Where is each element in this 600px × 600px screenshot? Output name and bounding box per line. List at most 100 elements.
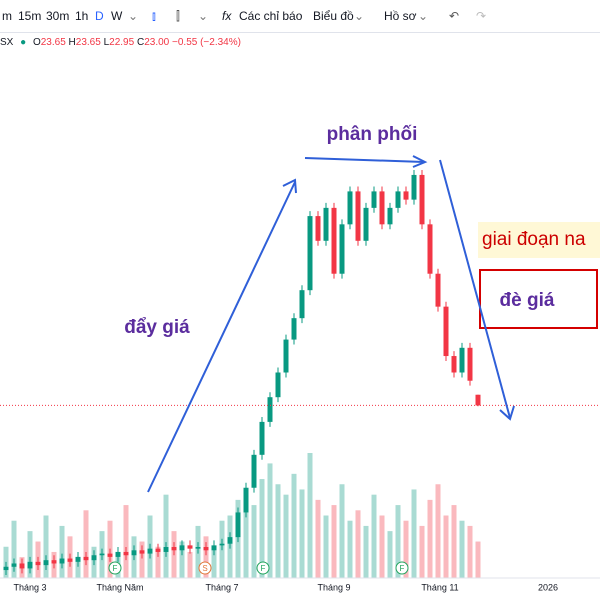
candle-body	[99, 553, 105, 556]
volume-bar	[155, 546, 161, 578]
x-tick-label: Tháng Năm	[96, 582, 143, 592]
high-label: H	[68, 37, 76, 48]
interval[interactable]: 30m	[46, 9, 70, 23]
volume-bar	[283, 494, 289, 578]
volume-bar	[139, 541, 145, 578]
candle-body	[147, 548, 153, 554]
volume-bar	[275, 484, 281, 578]
volume-bar	[307, 453, 313, 578]
interval[interactable]: 1h	[75, 9, 89, 23]
candle-body	[83, 556, 89, 561]
annotation: phân phối	[327, 124, 418, 145]
low-label: L	[103, 37, 110, 48]
candle-body	[179, 545, 185, 551]
volume-bar	[435, 484, 441, 578]
event-marker-label: S	[202, 564, 207, 573]
event-marker	[395, 561, 409, 575]
candle-body	[395, 191, 401, 208]
status-dot: ●	[20, 37, 27, 48]
candle-body	[227, 537, 233, 544]
dropdown-icon[interactable]: ⌄	[354, 9, 365, 23]
candle-body	[331, 207, 337, 274]
candle-body	[243, 487, 249, 513]
indicators-button[interactable]: Các chỉ báo	[239, 9, 303, 23]
undo-icon[interactable]: ↶	[449, 9, 460, 23]
arrow-head	[412, 155, 428, 168]
interval[interactable]: W	[111, 9, 123, 23]
candle-body	[387, 207, 393, 225]
candle-body	[211, 545, 217, 551]
interval[interactable]: 15m	[18, 9, 42, 23]
ohlc-legend: SX ● O23.65 H23.65 L22.95 C23.00 −0.55 (…	[0, 37, 241, 48]
candle-body	[467, 347, 473, 381]
candle-body	[51, 560, 57, 564]
chart-menu[interactable]: Biểu đồ	[313, 9, 354, 23]
x-tick-label: Tháng 7	[205, 582, 238, 592]
volume-bar	[363, 525, 369, 578]
volume-bar	[27, 531, 33, 578]
candle-body	[259, 421, 265, 455]
candle-body	[267, 397, 273, 422]
profile-menu[interactable]: Hồ sơ	[384, 9, 417, 23]
candle-body	[251, 454, 257, 488]
candle-body	[459, 347, 465, 373]
volume-bar	[291, 473, 297, 578]
close-value: 23.00	[144, 37, 170, 48]
volume-bar	[243, 489, 249, 578]
redo-icon[interactable]: ↷	[476, 9, 487, 23]
candle-body	[155, 548, 161, 552]
annotation: đẩy giá	[124, 317, 190, 338]
dropdown-icon[interactable]: ⌄	[198, 9, 209, 23]
volume-bar	[387, 531, 393, 578]
open-value: 23.65	[40, 37, 66, 48]
fx-icon[interactable]: fx	[222, 9, 232, 23]
volume-bar	[187, 551, 193, 578]
candle-body	[187, 545, 193, 549]
candle-body	[123, 551, 129, 556]
volume-bar	[371, 494, 377, 578]
annotation: giai đoạn na	[482, 229, 586, 250]
dropdown-icon[interactable]: ⌄	[128, 9, 139, 23]
volume-bar	[355, 510, 361, 578]
close-label: C	[136, 37, 145, 48]
volume-bar	[339, 484, 345, 578]
candle-body	[19, 563, 25, 569]
candle-body	[315, 216, 321, 241]
volume-bar	[459, 520, 465, 578]
volume-bar	[83, 510, 89, 578]
volume-bar	[299, 489, 305, 578]
candle-body	[139, 550, 145, 554]
candle-body	[27, 561, 33, 569]
interval[interactable]: m	[2, 9, 12, 23]
candle-body	[219, 543, 225, 546]
x-tick-label: Tháng 3	[13, 582, 46, 592]
open-label: O	[32, 37, 41, 48]
event-marker	[198, 561, 212, 575]
candle-body	[75, 556, 81, 562]
volume-bar	[395, 505, 401, 578]
volume-bar	[179, 541, 185, 578]
candle-body	[91, 555, 97, 561]
volume-bar	[251, 505, 257, 578]
dropdown-icon[interactable]: ⌄	[418, 9, 429, 23]
volume-bar	[467, 525, 473, 578]
volume-bar	[403, 520, 409, 578]
low-value: 22.95	[109, 37, 135, 48]
chart-type-icon[interactable]: ⫾	[152, 9, 156, 23]
volume-bar	[411, 489, 417, 578]
candle-body	[451, 356, 457, 373]
bar-icon[interactable]: ⫿	[176, 9, 180, 23]
annotation: đè giá	[500, 290, 555, 311]
volume-bar	[59, 525, 65, 578]
volume-bar	[259, 479, 265, 578]
candle-body	[347, 191, 353, 225]
interval[interactable]: D	[95, 9, 104, 23]
x-tick-label: Tháng 11	[421, 582, 458, 592]
x-tick-label: Tháng 9	[317, 582, 350, 592]
candle-body	[307, 216, 313, 291]
volume-bar	[75, 557, 81, 578]
volume-bar	[163, 494, 169, 578]
candle-body	[171, 547, 177, 551]
candle-body	[283, 339, 289, 373]
